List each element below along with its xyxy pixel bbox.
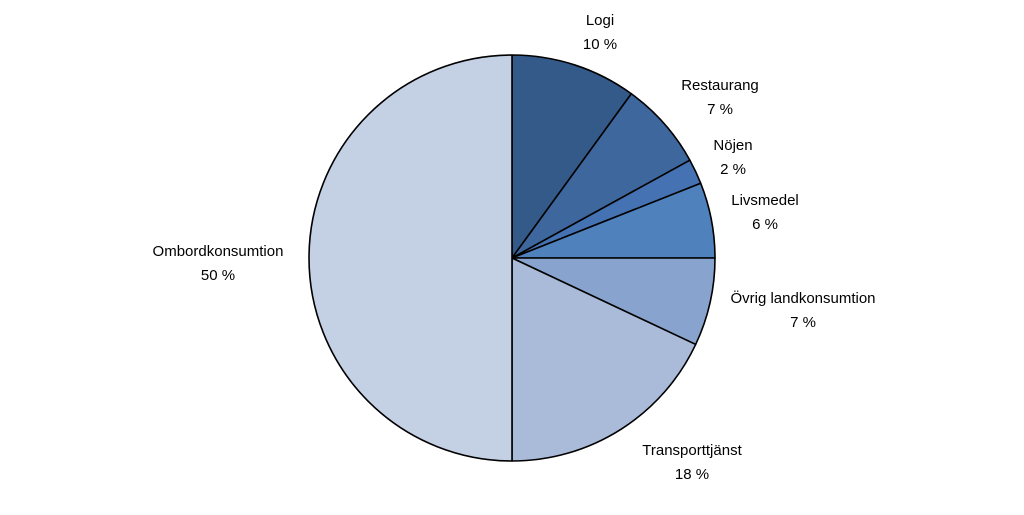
slice-value-restaurang: 7 % xyxy=(707,101,733,118)
slice-label-restaurang: Restaurang xyxy=(681,77,759,94)
pie-slice-logi xyxy=(511,54,633,259)
slice-label-nojen: Nöjen xyxy=(713,137,752,154)
slice-label-livsmedel: Livsmedel xyxy=(731,192,799,209)
slice-label-logi: Logi xyxy=(586,12,614,29)
slice-value-logi: 10 % xyxy=(583,36,617,53)
pie-slice-transporttjanst xyxy=(511,257,697,462)
slice-value-livsmedel: 6 % xyxy=(752,216,778,233)
pie-labels: Logi 10 % Restaurang 7 % Nöjen 2 % Livsmedel 6 … xyxy=(153,12,876,483)
slice-label-ovrig-landkonsumtion: Övrig landkonsumtion xyxy=(730,289,875,307)
slice-value-transporttjanst: 18 % xyxy=(675,466,709,483)
slice-value-ombordkonsumtion: 50 % xyxy=(201,267,235,284)
slice-value-nojen: 2 % xyxy=(720,161,746,178)
slice-value-ovrig-landkonsumtion: 7 % xyxy=(790,314,816,331)
pie-slices xyxy=(308,54,716,462)
slice-label-transporttjanst: Transporttjänst xyxy=(642,442,742,459)
pie-slice-ombordkonsumtion xyxy=(308,54,513,462)
slice-label-ombordkonsumtion: Ombordkonsumtion xyxy=(153,243,284,260)
